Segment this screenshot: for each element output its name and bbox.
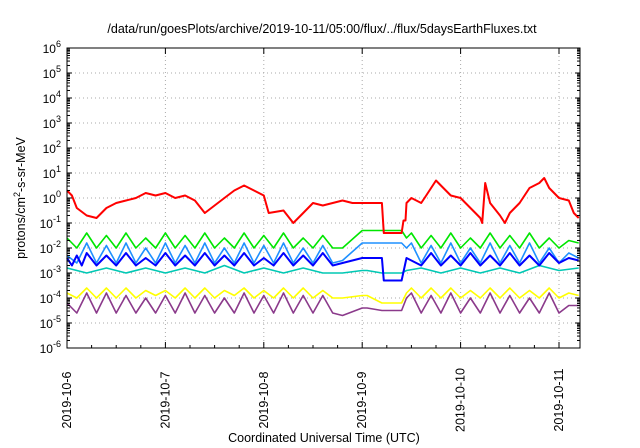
series-line-4 <box>66 229 579 249</box>
y-tick-base: 10 <box>40 292 54 306</box>
y-tick-exp: -1 <box>53 214 61 224</box>
y-tick-exp: -4 <box>53 289 61 299</box>
y-tick-label: 10-6 <box>40 339 61 356</box>
series-line-5 <box>66 242 580 264</box>
y-tick-exp: 4 <box>56 89 61 99</box>
x-tick-label: 2019-10-6 <box>60 371 74 428</box>
y-tick-base: 10 <box>43 117 57 131</box>
y-tick-label: 102 <box>43 139 61 156</box>
y-tick-label: 101 <box>43 164 61 181</box>
y-tick-base: 10 <box>43 67 57 81</box>
y-axis-label: protons/cm2-s-sr-MeV <box>12 136 28 258</box>
y-tick-base: 10 <box>43 192 57 206</box>
chart-title: /data/run/goesPlots/archive/2019-10-11/0… <box>107 22 537 36</box>
y-tick-exp: 2 <box>56 139 61 149</box>
series-line-7 <box>66 177 580 234</box>
y-tick-exp: 5 <box>56 64 61 74</box>
y-tick-exp: -6 <box>53 339 61 349</box>
y-axis-label-sup: 2 <box>12 192 22 197</box>
y-tick-base: 10 <box>43 42 57 56</box>
y-tick-base: 10 <box>43 92 57 106</box>
series-lines <box>66 177 580 317</box>
y-axis-label-base: protons/cm <box>14 197 28 259</box>
y-tick-exp: -3 <box>53 264 61 274</box>
y-tick-exp: -2 <box>53 239 61 249</box>
series-line-6 <box>66 252 579 282</box>
y-tick-exp: 0 <box>56 189 61 199</box>
y-tick-exp: 3 <box>56 114 61 124</box>
y-tick-base: 10 <box>43 142 57 156</box>
y-tick-label: 10-4 <box>40 289 61 306</box>
y-tick-base: 10 <box>40 342 54 356</box>
y-tick-base: 10 <box>40 267 54 281</box>
y-tick-label: 10-2 <box>40 239 61 256</box>
y-tick-exp: 6 <box>56 39 61 49</box>
x-tick-label: 2019-10-8 <box>257 371 271 428</box>
y-tick-label: 104 <box>43 89 61 106</box>
y-tick-base: 10 <box>40 217 54 231</box>
y-axis-label-rest: -s-sr-MeV <box>14 136 28 192</box>
x-tick-label: 2019-10-11 <box>552 368 566 431</box>
y-tick-base: 10 <box>40 242 54 256</box>
y-tick-label: 10-1 <box>40 214 61 231</box>
x-tick-label: 2019-10-9 <box>355 371 369 428</box>
series-line-2 <box>66 292 579 317</box>
series-line-3 <box>66 264 579 274</box>
grid-lines <box>67 48 580 348</box>
y-tick-label: 10-5 <box>40 314 61 331</box>
y-tick-label: 105 <box>43 64 61 81</box>
series-line-1 <box>66 287 579 304</box>
y-axis-ticks: 10-610-510-410-310-210-11001011021031041… <box>40 39 580 356</box>
x-axis-label: Coordinated Universal Time (UTC) <box>228 431 420 445</box>
y-tick-base: 10 <box>43 167 57 181</box>
y-tick-label: 103 <box>43 114 61 131</box>
y-tick-exp: 1 <box>56 164 61 174</box>
y-tick-label: 10-3 <box>40 264 61 281</box>
y-tick-exp: -5 <box>53 314 61 324</box>
y-tick-label: 100 <box>43 189 61 206</box>
y-tick-label: 106 <box>43 39 61 56</box>
y-tick-base: 10 <box>40 317 54 331</box>
x-tick-label: 2019-10-7 <box>158 371 172 428</box>
x-tick-label: 2019-10-10 <box>454 368 468 432</box>
x-axis-ticks: 2019-10-6 2019-10-7 2019-10-8 2019-10-9 2019… <box>60 48 566 432</box>
